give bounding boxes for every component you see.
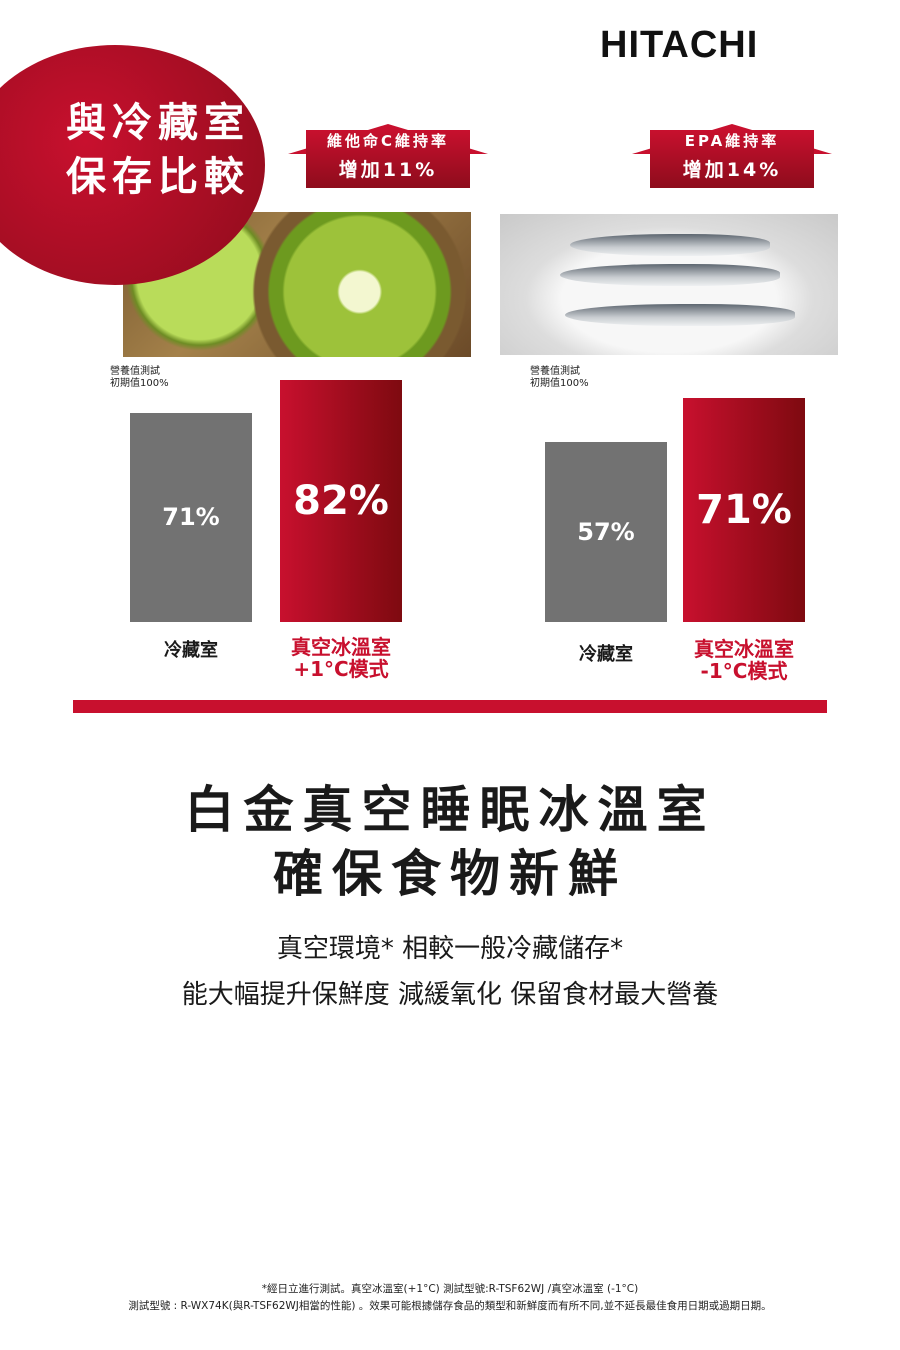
arrow-value: 增加11%	[338, 159, 438, 181]
refrigerator-bar: 71%	[130, 412, 252, 622]
category-label: 真空冰溫室 +1°C模式	[291, 635, 391, 681]
bar-value-label: 71%	[162, 503, 220, 532]
refrigerator-bar: 57%	[545, 442, 667, 622]
badge-line-2: 保存比較	[66, 154, 250, 200]
footnote-line-2: 測試型號 : R-WX74K(與R-TSF62WJ相當的性能) 。效果可能根據儲…	[128, 1300, 772, 1312]
comparison-badge-text: 與冷藏室 保存比較	[66, 96, 250, 204]
divider-bar	[73, 700, 827, 713]
badge-line-1: 與冷藏室	[66, 100, 250, 146]
footnote-line-1: *經日立進行測試。真空冰溫室(+1°C) 測試型號:R-TSF62WJ /真空冰…	[261, 1283, 639, 1295]
category-label: 冷藏室	[164, 640, 218, 661]
subtext-line-2: 能大幅提升保鮮度 減緩氧化 保留食材最大營養	[181, 980, 719, 1010]
arrow-label: EPA維持率	[684, 132, 780, 150]
category-label: 冷藏室	[579, 644, 633, 665]
subtext: 真空環境* 相較一般冷藏儲存* 能大幅提升保鮮度 減緩氧化 保留食材最大營養	[0, 926, 900, 1018]
epa-arrow: EPA維持率增加14%	[632, 124, 832, 188]
arrow-label: 維他命C維持率	[326, 132, 449, 150]
vacuum-chamber-bar: 71%	[683, 398, 805, 622]
headline-line-2: 確保食物新鮮	[273, 845, 627, 903]
subtext-line-1: 真空環境* 相較一般冷藏儲存*	[276, 934, 624, 964]
footnote: *經日立進行測試。真空冰溫室(+1°C) 測試型號:R-TSF62WJ /真空冰…	[0, 1281, 900, 1315]
hitachi-logo: HITACHI	[600, 24, 759, 66]
bar-value-label: 71%	[696, 487, 792, 534]
chart-note: 營養值測試 初期值100%	[110, 366, 169, 389]
headline: 白金真空睡眠冰溫室 確保食物新鮮	[0, 778, 900, 906]
comparison-badge	[0, 45, 265, 285]
headline-line-1: 白金真空睡眠冰溫室	[184, 781, 716, 839]
bar-value-label: 57%	[577, 518, 635, 547]
fish-photo	[500, 214, 838, 355]
vitamin-c-arrow: 維他命C維持率增加11%	[288, 124, 488, 188]
bar-value-label: 82%	[293, 478, 389, 525]
category-label: 真空冰溫室 -1°C模式	[694, 637, 794, 683]
arrow-value: 增加14%	[682, 159, 782, 181]
vacuum-chamber-bar: 82%	[280, 380, 402, 622]
chart-note: 營養值測試 初期值100%	[530, 366, 589, 389]
